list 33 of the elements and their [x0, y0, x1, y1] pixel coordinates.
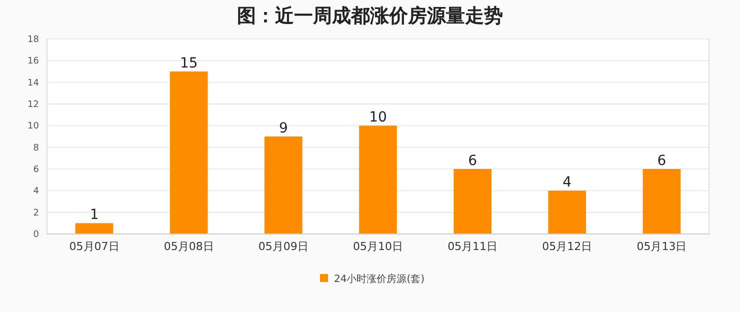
bar: [454, 169, 492, 234]
y-tick-label: 16: [28, 56, 40, 67]
data-label: 1: [90, 207, 99, 224]
y-tick-label: 6: [33, 165, 40, 175]
y-tick-label: 10: [28, 122, 40, 132]
y-tick-label: 14: [28, 78, 40, 88]
data-label: 15: [180, 56, 198, 72]
data-label: 10: [369, 110, 387, 126]
x-tick-label: 05月07日: [69, 240, 120, 253]
x-tick-label: 05月09日: [258, 240, 308, 253]
bar: [75, 223, 114, 234]
data-label: 6: [468, 153, 478, 169]
data-label: 6: [657, 153, 666, 169]
bar: [548, 190, 586, 234]
x-tick-label: 05月13日: [636, 240, 687, 253]
legend-label: 24小时涨价房源(套): [334, 273, 425, 285]
bar: [359, 126, 397, 234]
y-tick-label: 12: [28, 100, 39, 110]
y-tick-label: 2: [33, 208, 39, 218]
chart-title: 图：近一周成都涨价房源量走势: [237, 5, 503, 27]
x-tick-label: 05月08日: [164, 240, 214, 253]
bar: [264, 136, 302, 234]
x-tick-label: 05月11日: [448, 240, 498, 253]
y-tick-label: 4: [33, 186, 40, 197]
y-tick-label: 0: [33, 230, 40, 240]
y-tick-label: 8: [33, 143, 40, 154]
x-tick-label: 05月12日: [542, 240, 592, 253]
data-label: 9: [278, 120, 288, 136]
data-label: 4: [562, 174, 572, 191]
x-tick-label: 05月10日: [353, 240, 403, 253]
y-tick-label: 18: [28, 35, 40, 45]
bar: [170, 72, 208, 234]
bar: [642, 169, 681, 234]
